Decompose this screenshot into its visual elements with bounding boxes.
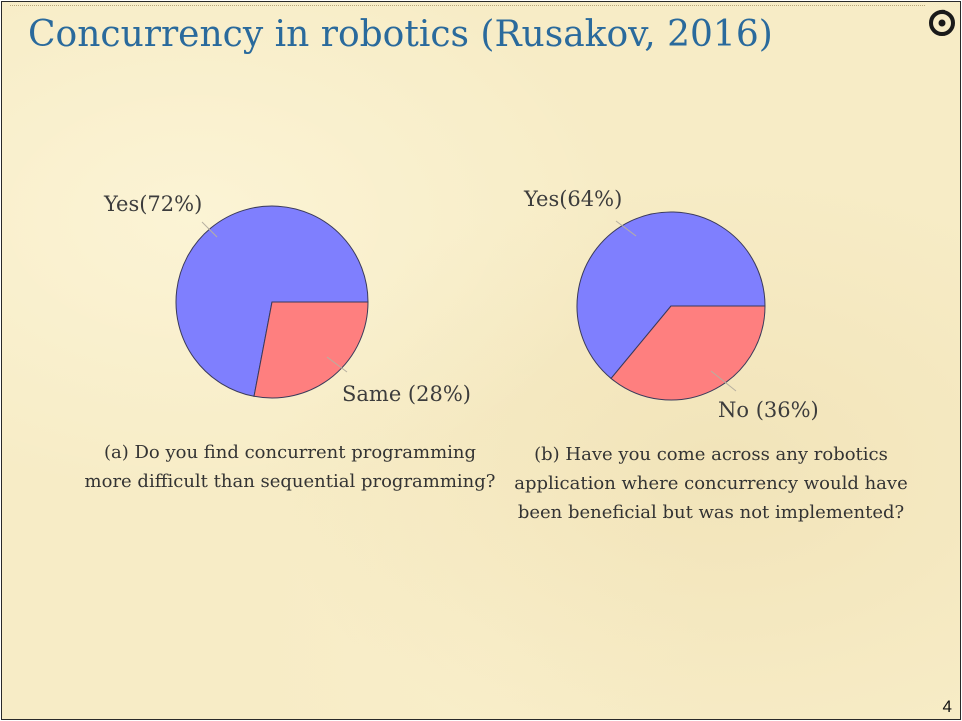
title-divider <box>10 5 925 6</box>
pie-slice-other <box>610 305 766 401</box>
pie-b-label-yes: Yes(64%) <box>524 187 623 211</box>
pie-slice-other <box>253 301 369 399</box>
pie-slice-yes <box>576 211 766 380</box>
pie-slice-yes <box>175 205 369 397</box>
label-leader-line <box>710 370 737 392</box>
slide-title: Concurrency in robotics (Rusakov, 2016) <box>28 14 773 55</box>
pie-a-caption: (a) Do you find concurrent programming m… <box>84 442 496 492</box>
label-leader-line <box>201 221 218 238</box>
pie-chart-b <box>576 211 766 401</box>
pie-a-label-same: Same (28%) <box>342 382 471 406</box>
pie-chart-a <box>175 205 369 399</box>
page-number: 4 <box>942 697 952 716</box>
pie-a-label-yes: Yes(72%) <box>104 192 203 216</box>
eth-logo-icon <box>929 9 955 36</box>
label-leader-line <box>615 220 637 237</box>
label-leader-line <box>326 356 348 373</box>
pie-b-label-no: No (36%) <box>718 398 819 422</box>
pie-b-caption: (b) Have you come across any robotics ap… <box>514 444 908 523</box>
